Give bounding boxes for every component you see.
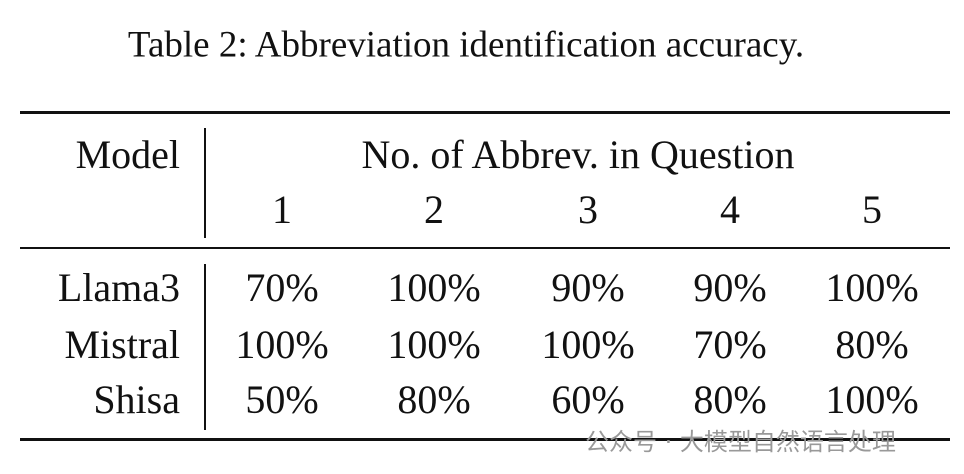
table-cell: 90% <box>693 265 767 310</box>
table-cell: 70% <box>693 322 767 367</box>
table-cell: 60% <box>551 377 625 422</box>
table-cell: 100% <box>825 377 919 422</box>
table-cell: 70% <box>245 265 319 310</box>
table-caption: Table 2: Abbreviation identification acc… <box>127 24 805 66</box>
column-header: 3 <box>578 187 598 232</box>
table-cell: 100% <box>387 322 481 367</box>
table-cell: 80% <box>835 322 909 367</box>
bottom-rule <box>20 438 950 441</box>
row-label: Mistral <box>64 322 180 367</box>
watermark: 公众号 · 大模型自然语言处理 <box>585 428 896 456</box>
row-label: Llama3 <box>57 265 180 310</box>
table-cell: 100% <box>541 322 635 367</box>
column-header: 2 <box>424 187 444 232</box>
top-rule <box>20 111 950 114</box>
column-header: 5 <box>862 187 882 232</box>
mid-rule <box>20 247 950 249</box>
table-cell: 100% <box>235 322 329 367</box>
table-cell: 80% <box>397 377 471 422</box>
column-divider <box>204 128 206 238</box>
model-header: Model <box>75 132 180 177</box>
table-cell: 100% <box>825 265 919 310</box>
table-cell: 100% <box>387 265 481 310</box>
group-header: No. of Abbrev. in Question <box>361 132 795 177</box>
column-header: 4 <box>720 187 740 232</box>
column-header: 1 <box>272 187 292 232</box>
table-cell: 90% <box>551 265 625 310</box>
table-cell: 80% <box>693 377 767 422</box>
column-divider <box>204 264 206 430</box>
table-cell: 50% <box>245 377 319 422</box>
row-label: Shisa <box>93 377 180 422</box>
